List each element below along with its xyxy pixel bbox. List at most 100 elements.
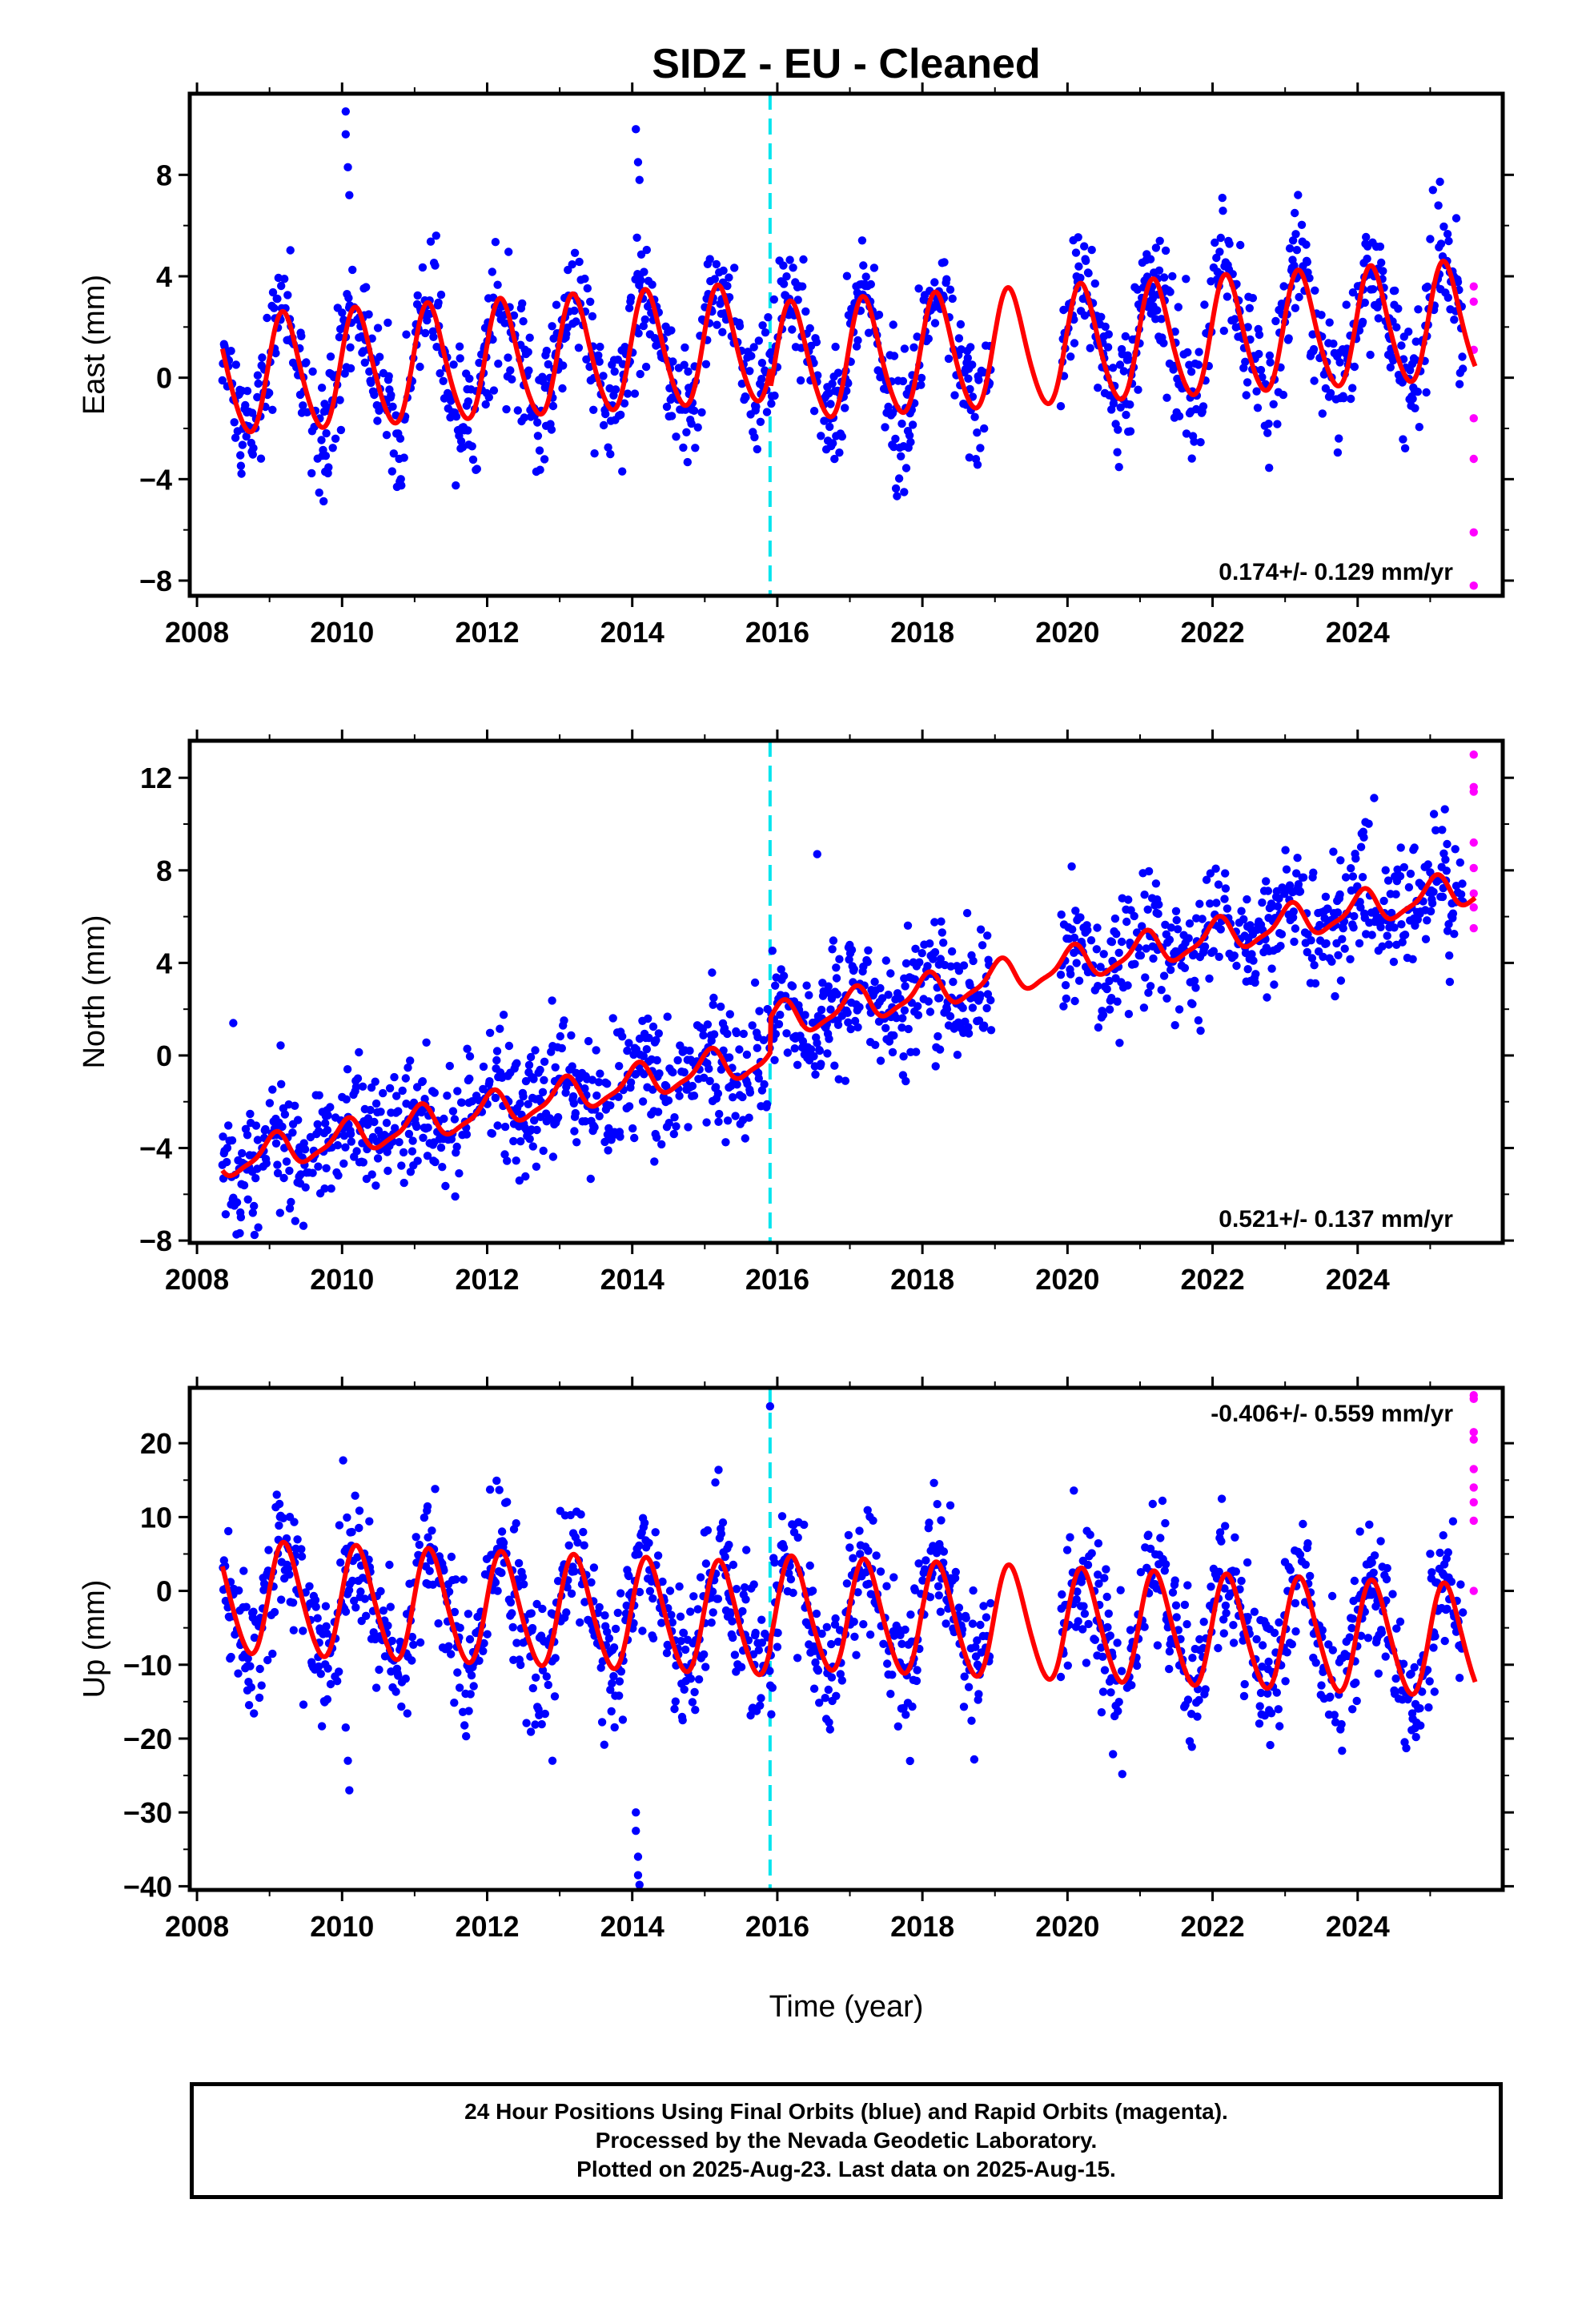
data-point: [1382, 1574, 1391, 1584]
data-point: [1408, 955, 1417, 964]
data-point: [610, 1723, 619, 1732]
data-point: [538, 1666, 548, 1675]
data-point: [615, 1062, 624, 1071]
data-point: [479, 1062, 488, 1072]
data-point: [1243, 1558, 1252, 1567]
data-point: [335, 332, 344, 342]
data-point: [464, 426, 472, 435]
data-point: [418, 263, 428, 272]
data-point: [1267, 1709, 1276, 1718]
data-point: [450, 1607, 460, 1617]
data-point: [699, 1031, 708, 1040]
data-point: [1297, 220, 1307, 229]
data-point: [1193, 1712, 1202, 1721]
data-point: [732, 1585, 741, 1594]
data-point: [735, 1045, 744, 1054]
data-point: [251, 1121, 261, 1130]
data-point: [1166, 287, 1174, 296]
data-point: [1333, 448, 1343, 457]
data-point: [432, 231, 440, 240]
data-point: [709, 1030, 719, 1039]
data-point: [1231, 315, 1239, 324]
data-point: [751, 1628, 760, 1638]
data-point: [1146, 982, 1155, 991]
data-point: [1144, 866, 1154, 876]
data-point: [1171, 907, 1181, 916]
data-point: [888, 1047, 897, 1057]
data-point: [1216, 925, 1226, 934]
data-point: [242, 1602, 251, 1611]
data-point: [1083, 926, 1092, 935]
data-point: [1092, 945, 1102, 954]
data-point: [741, 1134, 749, 1143]
data-point: [705, 1064, 713, 1073]
data-point: [568, 260, 576, 269]
data-point: [280, 275, 289, 283]
data-point: [714, 1117, 723, 1127]
data-point: [301, 1183, 310, 1192]
data-point: [383, 1621, 392, 1630]
data-point: [1273, 902, 1283, 911]
data-point: [740, 1583, 749, 1592]
data-point: [455, 1683, 464, 1692]
data-point: [599, 372, 608, 380]
data-point: [717, 1530, 726, 1538]
data-point: [532, 1162, 541, 1172]
data-point: [618, 1032, 627, 1041]
data-point: [689, 1092, 699, 1100]
data-point: [1339, 924, 1347, 933]
data-point: [384, 372, 393, 380]
data-point: [730, 1651, 740, 1659]
data-point: [288, 1598, 298, 1607]
data-point: [705, 255, 714, 263]
data-point: [713, 320, 721, 329]
data-point: [1375, 242, 1385, 251]
data-point: [491, 1093, 500, 1103]
y-tick-label: 4: [156, 947, 172, 979]
data-point: [1229, 1638, 1239, 1647]
data-point: [1443, 1548, 1453, 1557]
data-point: [980, 424, 989, 433]
data-point: [271, 348, 280, 358]
data-point: [841, 1076, 850, 1085]
data-point: [1072, 959, 1081, 967]
data-point: [1114, 425, 1122, 434]
data-point: [815, 1046, 825, 1055]
data-point: [547, 425, 556, 434]
data-point: [406, 1168, 416, 1176]
data-point: [1391, 286, 1399, 296]
data-point: [1295, 1550, 1305, 1559]
data-point: [1393, 865, 1402, 875]
data-point: [832, 1691, 841, 1700]
data-point: [285, 1204, 295, 1213]
data-point: [968, 1619, 978, 1628]
data-point: [1106, 1688, 1115, 1697]
data-point: [451, 1192, 460, 1201]
data-point: [986, 995, 995, 1005]
data-point: [294, 1116, 303, 1124]
data-point: [633, 1871, 643, 1880]
data-point: [1346, 955, 1355, 964]
data-point: [821, 1694, 829, 1703]
data-point: [573, 1538, 582, 1547]
data-point: [1436, 239, 1446, 248]
data-point: [305, 1582, 314, 1591]
data-point: [849, 965, 858, 974]
data-point: [285, 1570, 294, 1579]
data-point: [1215, 1567, 1223, 1577]
data-point: [231, 433, 240, 442]
data-point: [836, 1670, 845, 1679]
rate-label: -0.406+/- 0.559 mm/yr: [1211, 1401, 1453, 1427]
data-point: [667, 326, 676, 335]
data-point: [299, 1221, 308, 1230]
data-point: [502, 404, 511, 414]
data-point: [648, 280, 656, 289]
data-point: [422, 1038, 431, 1047]
data-point: [773, 1628, 782, 1638]
data-point: [1190, 437, 1199, 446]
data-point: [1347, 886, 1356, 895]
data-point: [1195, 348, 1203, 356]
data-point: [829, 936, 838, 945]
